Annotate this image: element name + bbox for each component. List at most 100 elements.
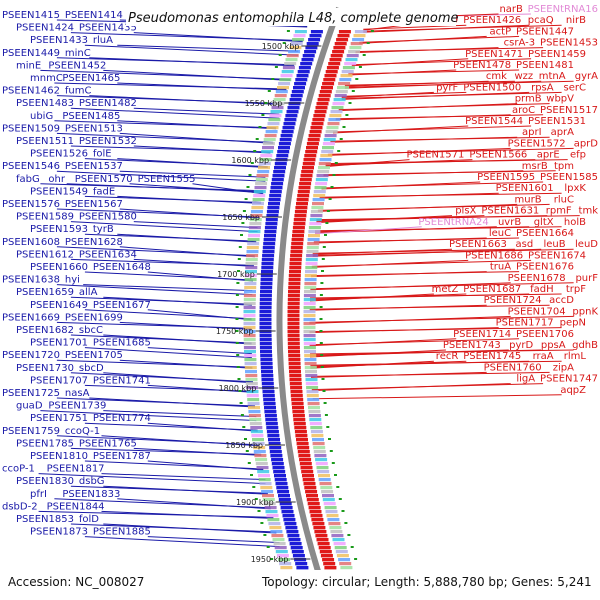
gene-label-pseen1687[interactable]: PSEEN1687 <box>463 284 521 295</box>
gene-label-pseen1447[interactable]: PSEEN1447 <box>516 26 574 37</box>
gene-label-pseen1601[interactable]: PSEEN1601 <box>496 183 554 194</box>
gene-label-pseen1426[interactable]: PSEEN1426 <box>463 15 521 26</box>
gene-label-pseen1435[interactable]: PSEEN1435 <box>79 23 137 34</box>
gene-label-pyrf[interactable]: pyrF <box>436 82 458 93</box>
gene-label-pseen1433[interactable]: PSEEN1433 <box>30 35 88 46</box>
gene-label-accd[interactable]: accD <box>549 295 574 306</box>
gene-label-pseen1482[interactable]: PSEEN1482 <box>79 98 137 109</box>
gene-label-minc[interactable]: minC <box>65 48 91 59</box>
gene-label-alla[interactable]: allA <box>79 287 98 298</box>
gene-label-ppsa[interactable]: ppsA <box>541 340 566 351</box>
gene-label-ccop-1[interactable]: ccoP-1 <box>2 464 35 475</box>
gene-label-holb[interactable]: holB <box>564 217 586 228</box>
gene-label-pseen1760[interactable]: PSEEN1760 <box>484 362 542 373</box>
gene-label-pseen1513[interactable]: PSEEN1513 <box>65 123 123 134</box>
gene-label-pseen1649[interactable]: PSEEN1649 <box>30 300 88 311</box>
gene-label-apri[interactable]: aprI <box>522 127 542 138</box>
gene-label-pseen1567[interactable]: PSEEN1567 <box>65 199 123 210</box>
gene-label-pseen1730[interactable]: PSEEN1730 <box>16 363 74 374</box>
gene-label-pseen1526[interactable]: PSEEN1526 <box>30 149 88 160</box>
gene-label-pseen1720[interactable]: PSEEN1720 <box>2 350 60 361</box>
gene-label-pseen1537[interactable]: PSEEN1537 <box>65 161 123 172</box>
gene-label-pseen1449[interactable]: PSEEN1449 <box>2 48 60 59</box>
gene-label-pseen1511[interactable]: PSEEN1511 <box>16 136 74 147</box>
gene-label-leud[interactable]: leuD <box>575 239 598 250</box>
gene-label-gdhb[interactable]: gdhB <box>572 340 598 351</box>
gene-label-murb[interactable]: murB <box>515 194 542 205</box>
gene-label-pseen1414[interactable]: PSEEN1414 <box>65 10 123 21</box>
gene-label-pseen1685[interactable]: PSEEN1685 <box>93 338 151 349</box>
gene-label-narb[interactable]: narB <box>499 4 523 15</box>
gene-label-pseen1659[interactable]: PSEEN1659 <box>16 287 74 298</box>
gene-label-pseen1465[interactable]: PSEEN1465 <box>62 73 120 84</box>
gene-label-tpm[interactable]: tpm <box>554 161 574 172</box>
gene-label-pseen1741[interactable]: PSEEN1741 <box>93 375 151 386</box>
gene-label-pseen1462[interactable]: PSEEN1462 <box>2 86 60 97</box>
gene-label-pseen1546[interactable]: PSEEN1546 <box>2 161 60 172</box>
gene-label-pseen1459[interactable]: PSEEN1459 <box>528 49 586 60</box>
gene-label-wzz[interactable]: wzz <box>515 71 534 82</box>
gene-label-pseen1628[interactable]: PSEEN1628 <box>65 237 123 248</box>
gene-label-metz[interactable]: metZ <box>432 284 459 295</box>
gene-label-apre[interactable]: aprE <box>537 150 560 161</box>
gene-label-aroc[interactable]: aroC <box>512 105 535 116</box>
gene-label-fabg[interactable]: fabG <box>16 174 40 185</box>
gene-label-pseen1759[interactable]: PSEEN1759 <box>2 426 60 437</box>
gene-label-pseen1663[interactable]: PSEEN1663 <box>449 239 507 250</box>
gene-label-hyi[interactable]: hyi <box>65 275 80 286</box>
gene-label-rluc[interactable]: rluC <box>554 194 574 205</box>
gene-label-pseen1483[interactable]: PSEEN1483 <box>16 98 74 109</box>
gene-label-dsbd-2[interactable]: dsbD-2 <box>2 501 38 512</box>
gene-label-ohr[interactable]: ohr <box>48 174 65 185</box>
gene-label-msrb[interactable]: msrB <box>522 161 548 172</box>
gene-label-pseen1566[interactable]: PSEEN1566 <box>469 150 527 161</box>
gene-label-pseen1631[interactable]: PSEEN1631 <box>481 206 539 217</box>
gene-label-fumc[interactable]: fumC <box>65 86 92 97</box>
gene-label-pcaq[interactable]: pcaQ <box>528 15 554 26</box>
gene-label-pseen1810[interactable]: PSEEN1810 <box>30 451 88 462</box>
gene-label-guad[interactable]: guaD <box>16 401 43 412</box>
gene-label-pseen1706[interactable]: PSEEN1706 <box>516 329 574 340</box>
gene-label-pseen1415[interactable]: PSEEN1415 <box>2 10 60 21</box>
gene-label-tmk[interactable]: tmk <box>579 206 599 217</box>
gene-label-actp[interactable]: actP <box>490 26 512 37</box>
gene-label-pseen1612[interactable]: PSEEN1612 <box>16 249 74 260</box>
gene-label-mnmc[interactable]: mnmC <box>30 73 63 84</box>
gene-label-efp[interactable]: efp <box>570 150 586 161</box>
gene-label-lpxk[interactable]: lpxK <box>564 183 586 194</box>
gene-label-tyrb[interactable]: tyrB <box>93 224 114 235</box>
gene-label-pseen1674[interactable]: PSEEN1674 <box>528 250 586 261</box>
gene-label-pseen1453[interactable]: PSEEN1453 <box>540 38 598 49</box>
gene-label-pseen1595[interactable]: PSEEN1595 <box>477 172 535 183</box>
gene-label-pseen1485[interactable]: PSEEN1485 <box>62 111 120 122</box>
gene-label-pseen1765[interactable]: PSEEN1765 <box>79 438 137 449</box>
gene-label-dsbg[interactable]: dsbG <box>79 476 105 487</box>
gene-label-purf[interactable]: purF <box>575 273 598 284</box>
gene-label-pseen1634[interactable]: PSEEN1634 <box>79 249 137 260</box>
gene-label-pseen1717[interactable]: PSEEN1717 <box>496 318 554 329</box>
gene-label-rraa[interactable]: rraA <box>533 351 554 362</box>
gene-label-pseen1555[interactable]: PSEEN1555 <box>138 174 196 185</box>
gene-label-pseen1724[interactable]: PSEEN1724 <box>484 295 542 306</box>
gene-label-pseen1701[interactable]: PSEEN1701 <box>30 338 88 349</box>
gene-label-pseen1589[interactable]: PSEEN1589 <box>16 212 74 223</box>
gene-label-pseen1704[interactable]: PSEEN1704 <box>508 306 566 317</box>
gene-label-fold[interactable]: folD <box>79 514 99 525</box>
gene-label-apra[interactable]: aprA <box>551 127 575 138</box>
gene-label-aprd[interactable]: aprD <box>574 138 599 149</box>
gene-label-pseen1817[interactable]: PSEEN1817 <box>47 464 105 475</box>
gene-label-asd[interactable]: asd <box>516 239 534 250</box>
gene-label-pseen1669[interactable]: PSEEN1669 <box>2 312 60 323</box>
gene-label-trua[interactable]: truA <box>490 262 511 273</box>
gene-label-csra-3[interactable]: csrA-3 <box>504 38 535 49</box>
gene-label-pseen1707[interactable]: PSEEN1707 <box>30 375 88 386</box>
gene-label-pseen1531[interactable]: PSEEN1531 <box>528 116 586 127</box>
gene-label-pseen1676[interactable]: PSEEN1676 <box>516 262 574 273</box>
gene-label-fade[interactable]: fadE <box>93 186 115 197</box>
gene-label-rpmf[interactable]: rpmF <box>546 206 572 217</box>
gene-label-pseen1593[interactable]: PSEEN1593 <box>30 224 88 235</box>
gene-label-pseentrna24[interactable]: PSEENtRNA24 <box>418 217 488 228</box>
gene-label-mine[interactable]: minE <box>16 60 41 71</box>
gene-label-pfri[interactable]: pfrI <box>30 489 47 500</box>
gene-label-nasa[interactable]: nasA <box>65 388 90 399</box>
